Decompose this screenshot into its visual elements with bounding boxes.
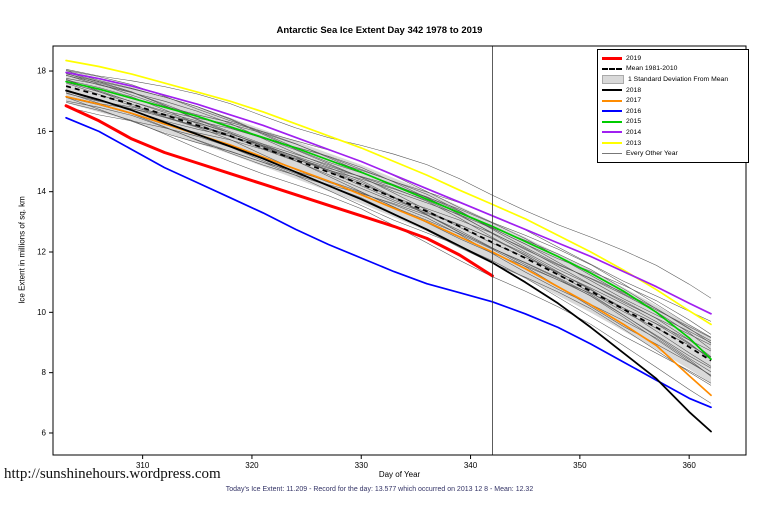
legend-label: Every Other Year: [626, 150, 678, 158]
legend-swatch: [602, 99, 622, 102]
chart-title: Antarctic Sea Ice Extent Day 342 1978 to…: [276, 25, 483, 36]
series-line-2015: [65, 80, 712, 360]
other-year-line: [66, 81, 712, 322]
legend-label: 2019: [626, 54, 642, 62]
legend-label: 2015: [626, 118, 642, 126]
legend-item-2016: 2016: [602, 106, 744, 117]
y-tick-label: 10: [37, 308, 46, 317]
stats-caption: Today's Ice Extent: 11.209 - Record for …: [225, 486, 534, 493]
legend: 2019 Mean 1981-2010 1 Standard Deviation F…: [597, 49, 749, 163]
legend-item-2019: 2019: [602, 53, 744, 64]
y-tick-label: 16: [37, 127, 46, 136]
x-tick-label: 350: [573, 461, 587, 470]
x-tick-label: 320: [245, 461, 259, 470]
series-line-2014: [65, 71, 712, 315]
series-line-2017: [65, 95, 712, 397]
other-year-line: [66, 90, 712, 377]
x-axis-label: Day of Year: [378, 470, 421, 479]
legend-item-2014: 2014: [602, 127, 744, 138]
y-tick-label: 8: [42, 368, 47, 377]
legend-item-mean-1981-2010: Mean 1981-2010: [602, 64, 744, 75]
other-year-line: [66, 82, 712, 358]
x-tick-label: 330: [355, 461, 369, 470]
legend-label: Mean 1981-2010: [626, 65, 678, 73]
legend-label: 2017: [626, 97, 642, 105]
legend-swatch: [602, 120, 622, 123]
other-year-line: [66, 97, 712, 384]
other-year-line: [66, 71, 712, 350]
series-line-2018: [65, 89, 712, 433]
legend-swatch: [602, 67, 622, 70]
other-year-line: [66, 69, 712, 299]
y-axis-label: Ice Extent in millions of sq. km: [17, 196, 27, 304]
legend-item-every-other-year: Every Other Year: [602, 148, 744, 159]
series-line-2016: [65, 116, 712, 409]
other-year-line: [66, 93, 712, 344]
mean-line: [65, 85, 712, 362]
legend-swatch: [602, 153, 622, 155]
legend-swatch: [602, 142, 622, 145]
plot-border: [52, 45, 747, 456]
legend-label: 2014: [626, 128, 642, 136]
series-line-2013: [65, 59, 712, 326]
legend-swatch: [602, 131, 622, 134]
sd-band: [66, 69, 712, 384]
legend-label: 2013: [626, 139, 642, 147]
legend-swatch: [602, 89, 622, 92]
legend-item-1-standard-deviation-from-mean: 1 Standard Deviation From Mean: [602, 74, 744, 85]
legend-item-2018: 2018: [602, 85, 744, 96]
legend-label: 2018: [626, 86, 642, 94]
source-url[interactable]: http://sunshinehours.wordpress.com: [4, 466, 221, 482]
legend-swatch: [602, 56, 622, 60]
x-tick-label: 310: [136, 461, 150, 470]
x-tick-label: 360: [682, 461, 696, 470]
legend-item-2013: 2013: [602, 138, 744, 149]
x-tick-label: 340: [464, 461, 478, 470]
legend-label: 1 Standard Deviation From Mean: [628, 75, 729, 83]
y-tick-label: 6: [42, 428, 47, 437]
other-year-line: [66, 78, 712, 342]
legend-swatch: [602, 74, 624, 84]
other-year-line: [66, 79, 712, 343]
legend-item-2017: 2017: [602, 95, 744, 106]
other-year-line: [66, 74, 712, 361]
series-line-2019: [64, 104, 494, 278]
y-tick-label: 18: [37, 67, 46, 76]
legend-label: 2016: [626, 107, 642, 115]
y-tick-label: 12: [37, 248, 46, 257]
y-tick-label: 14: [37, 187, 46, 196]
legend-item-2015: 2015: [602, 117, 744, 128]
legend-swatch: [602, 110, 622, 113]
